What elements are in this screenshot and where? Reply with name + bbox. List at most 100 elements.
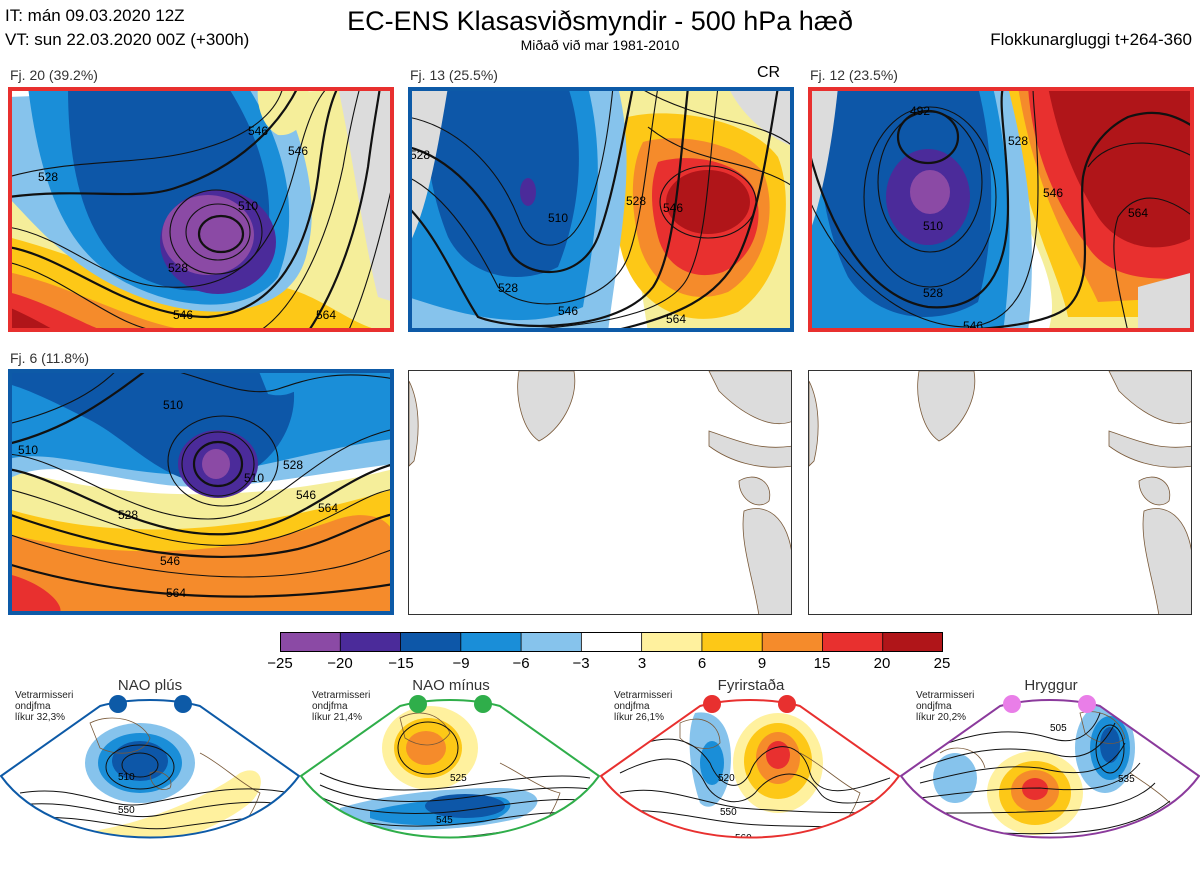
contour-label: 564: [316, 308, 336, 322]
contour-label: 528: [38, 170, 58, 184]
contour-label: 510: [244, 471, 264, 485]
empty-map-panel-5: [408, 370, 792, 615]
colorbar-tick: 6: [697, 655, 707, 672]
contour-label: 564: [1128, 206, 1148, 220]
page-title: EC-ENS Klasasviðsmyndir - 500 hPa hæð: [347, 6, 853, 36]
colorbar-swatch: [580, 631, 643, 653]
contour-label: 546: [160, 554, 180, 568]
contour-label: 564: [666, 312, 686, 326]
cluster-label-1: Fj. 20 (39.2%): [10, 67, 98, 83]
contour-label: 564: [166, 586, 186, 600]
contour-label: 528: [1008, 134, 1028, 148]
colorbar-swatch: [400, 631, 462, 653]
colorbar-swatch: [882, 631, 944, 653]
contour-label: 528: [626, 194, 646, 208]
contour-label: 565: [448, 850, 465, 861]
regime-title-blocking: Fyrirstaða: [717, 677, 785, 694]
contour-label: 492: [910, 104, 930, 118]
colorbar: [279, 631, 944, 653]
init-time: IT: mán 09.03.2020 12Z: [5, 6, 185, 25]
contour-label: 528: [410, 148, 430, 162]
page-subtitle: Miðað við mar 1981-2010: [520, 37, 680, 53]
regime-map-nao-minus: 525 545 565: [299, 693, 602, 871]
contour-label: 510: [163, 398, 183, 412]
contour-label: 510: [548, 211, 568, 225]
colorbar-tick: 20: [873, 655, 891, 672]
empty-map-panel-6: [808, 370, 1192, 615]
contour-label: 546: [663, 201, 683, 215]
contour-label: 546: [296, 488, 316, 502]
contour-label: 528: [118, 508, 138, 522]
contour-label: 560: [1092, 835, 1109, 846]
colorbar-tick: −25: [267, 655, 293, 672]
cluster-cr-flag: CR: [757, 64, 781, 81]
regime-probability-note: Vetrarmisseri ondjfma líkur 20,2%: [916, 690, 975, 723]
colorbar-tick: −6: [512, 655, 530, 672]
colorbar-tick: 15: [813, 655, 831, 672]
contour-label: 546: [1043, 186, 1063, 200]
colorbar-tick: −20: [327, 655, 353, 672]
regime-map-ridge: 505 535 560: [899, 693, 1200, 871]
contour-label: 550: [118, 805, 135, 816]
regime-probability-note: Vetrarmisseri ondjfma líkur 21,4%: [312, 690, 371, 723]
contour-label: 510: [118, 772, 135, 783]
regime-map-blocking: 520 550 560: [599, 693, 902, 871]
contour-label: 528: [283, 458, 303, 472]
regime-marker-dot: [109, 695, 127, 713]
colorbar-swatch: [520, 631, 583, 653]
regime-probability-note: Vetrarmisseri ondjfma líkur 26,1%: [614, 690, 673, 723]
contour-label: 528: [168, 261, 188, 275]
regime-map-nao-plus: 510 550: [0, 693, 302, 871]
cluster-label-3: Fj. 12 (23.5%): [810, 67, 898, 83]
cluster-map-2: 528 510 528 546 528 546 564: [408, 87, 794, 332]
contour-label: 528: [498, 281, 518, 295]
contour-label: 528: [923, 286, 943, 300]
contour-label: 546: [558, 304, 578, 318]
regime-marker-dot: [409, 695, 427, 713]
regime-marker-dot: [1003, 695, 1021, 713]
colorbar-swatch: [460, 631, 522, 653]
cluster-map-3: 492 528 510 546 528 546 564: [808, 87, 1194, 332]
regime-title-nao-plus: NAO plús: [117, 677, 183, 694]
regime-probability-note: Vetrarmisseri ondjfma líkur 32,3%: [15, 690, 74, 723]
contour-label: 535: [1118, 774, 1135, 785]
colorbar-tick: −3: [572, 655, 590, 672]
colorbar-swatch: [822, 631, 884, 653]
regime-marker-dot: [778, 695, 796, 713]
contour-label: 550: [720, 807, 737, 818]
colorbar-swatch: [701, 631, 764, 653]
contour-label: 546: [173, 308, 193, 322]
colorbar-swatch: [339, 631, 402, 653]
colorbar-swatch: [641, 631, 703, 653]
contour-label: 525: [450, 773, 467, 784]
contour-label: 546: [288, 144, 308, 158]
regime-title-nao-minus: NAO mínus: [412, 677, 490, 694]
cluster-map-4: 510 510 528 510 528 546 564 546 564: [8, 369, 394, 615]
colorbar-tick: −15: [388, 655, 414, 672]
colorbar-tick: 3: [637, 655, 647, 672]
colorbar-swatches: [279, 631, 944, 653]
colorbar-tick: 9: [757, 655, 767, 672]
contour-label: 510: [923, 219, 943, 233]
contour-label: 560: [735, 833, 752, 844]
regime-marker-dot: [474, 695, 492, 713]
contour-label: 510: [18, 443, 38, 457]
valid-time: VT: sun 22.03.2020 00Z (+300h): [5, 30, 250, 49]
regime-title-ridge: Hryggur: [1024, 677, 1078, 694]
contour-label: 510: [238, 199, 258, 213]
cluster-label-4: Fj. 6 (11.8%): [10, 350, 90, 366]
run-info: IT: mán 09.03.2020 12Z VT: sun 22.03.202…: [5, 4, 249, 52]
contour-label: 546: [248, 124, 268, 138]
colorbar-swatch: [279, 631, 342, 653]
regime-marker-dot: [703, 695, 721, 713]
colorbar-tick: −9: [452, 655, 470, 672]
regime-marker-dot: [174, 695, 192, 713]
contour-label: 520: [718, 773, 735, 784]
contour-label: 564: [318, 501, 338, 515]
colorbar-swatch: [761, 631, 824, 653]
colorbar-tick: 25: [933, 655, 951, 672]
regime-marker-dot: [1078, 695, 1096, 713]
cluster-map-1: 528 546 510 528 546 546 564: [8, 87, 394, 332]
contour-label: 505: [1050, 723, 1067, 734]
contour-label: 545: [436, 815, 453, 826]
